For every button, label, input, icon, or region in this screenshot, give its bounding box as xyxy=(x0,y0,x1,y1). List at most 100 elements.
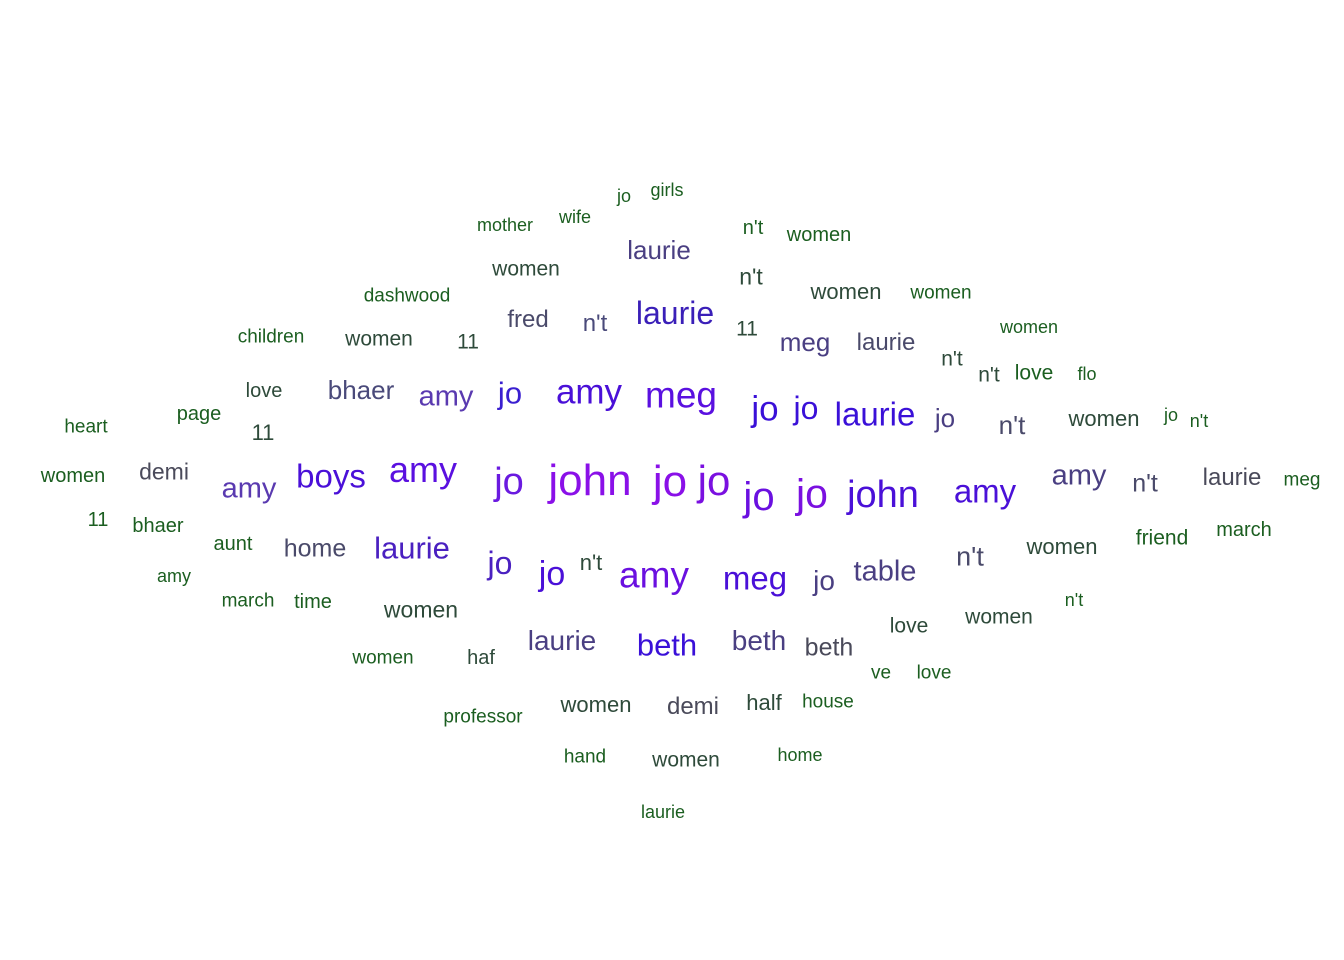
cloud-word: john xyxy=(548,456,632,505)
cloud-word: friend xyxy=(1135,526,1189,550)
cloud-word: jo xyxy=(538,555,566,593)
cloud-word: march xyxy=(221,590,275,612)
cloud-word: n't xyxy=(998,410,1026,440)
cloud-word: laurie xyxy=(527,625,597,656)
cloud-word: jo xyxy=(793,390,819,426)
cloud-word: mother xyxy=(476,215,534,235)
cloud-word: beth xyxy=(731,625,787,656)
cloud-word: children xyxy=(237,326,305,348)
cloud-word: women xyxy=(652,748,720,772)
cloud-word: amy xyxy=(418,380,474,413)
cloud-word: n't xyxy=(739,263,763,290)
cloud-word: time xyxy=(294,591,332,613)
cloud-word: jo xyxy=(652,457,688,506)
cloud-word: meg xyxy=(645,374,717,416)
cloud-word: n't xyxy=(1189,411,1209,431)
cloud-word: jo xyxy=(494,461,524,503)
cloud-word: john xyxy=(847,474,919,516)
cloud-word: dashwood xyxy=(363,285,451,307)
cloud-word: aunt xyxy=(213,533,253,555)
cloud-word: laurie xyxy=(834,395,916,433)
cloud-word: women xyxy=(352,647,414,669)
cloud-word: n't xyxy=(978,363,1000,387)
cloud-word: n't xyxy=(956,541,984,572)
cloud-word: n't xyxy=(742,217,764,239)
cloud-word: meg xyxy=(1283,469,1321,491)
cloud-word: women xyxy=(1026,534,1098,559)
cloud-word: 11 xyxy=(736,317,758,341)
cloud-word: jo xyxy=(497,375,523,411)
cloud-word: demi xyxy=(666,693,720,720)
cloud-word: meg xyxy=(722,559,788,597)
cloud-word: women xyxy=(1068,406,1140,431)
cloud-word: amy xyxy=(619,554,689,596)
cloud-word: flo xyxy=(1077,364,1097,384)
cloud-word: march xyxy=(1216,519,1272,541)
cloud-word: laurie xyxy=(1202,464,1262,491)
cloud-word: women xyxy=(965,605,1033,629)
cloud-word: jo xyxy=(616,186,632,206)
cloud-word: hand xyxy=(563,746,607,768)
cloud-word: laurie xyxy=(856,329,916,356)
cloud-word: laurie xyxy=(640,802,686,822)
cloud-word: love xyxy=(1014,361,1054,385)
cloud-word: amy xyxy=(221,472,277,505)
cloud-word: women xyxy=(345,327,413,351)
cloud-word: women xyxy=(810,279,882,304)
cloud-word: home xyxy=(283,534,347,563)
cloud-word: n't xyxy=(1132,469,1158,498)
cloud-word: haf xyxy=(467,647,495,669)
cloud-word: half xyxy=(746,690,782,715)
cloud-word: amy xyxy=(555,372,623,412)
cloud-word: 11 xyxy=(87,509,109,531)
cloud-word: wife xyxy=(558,207,592,227)
cloud-word: meg xyxy=(779,327,831,357)
cloud-word: jo xyxy=(743,475,775,519)
cloud-word: n't xyxy=(1064,590,1084,610)
cloud-word: laurie xyxy=(635,295,715,331)
cloud-word: amy xyxy=(388,449,458,490)
cloud-word: jo xyxy=(1163,405,1179,425)
cloud-word: women xyxy=(40,465,106,487)
cloud-word: women xyxy=(383,596,459,623)
cloud-word: jo xyxy=(751,389,779,429)
cloud-word: women xyxy=(560,692,632,717)
cloud-word: 11 xyxy=(457,330,479,354)
cloud-word: table xyxy=(853,555,917,588)
cloud-word: amy xyxy=(156,566,192,586)
cloud-word: demi xyxy=(139,458,189,485)
cloud-word: beth xyxy=(804,633,854,662)
cloud-word: love xyxy=(889,614,929,638)
cloud-word: n't xyxy=(579,550,603,575)
cloud-word: professor xyxy=(443,706,523,728)
cloud-word: beth xyxy=(636,627,698,663)
cloud-word: women xyxy=(910,282,972,304)
cloud-word: jo xyxy=(796,470,828,517)
cloud-word: amy xyxy=(1051,459,1107,492)
cloud-word: home xyxy=(777,745,823,765)
cloud-word: women xyxy=(786,224,852,246)
cloud-word: jo xyxy=(813,565,835,596)
cloud-word: page xyxy=(176,403,222,425)
cloud-word: house xyxy=(802,691,854,713)
cloud-word: n't xyxy=(941,347,963,371)
cloud-word: love xyxy=(916,662,952,684)
cloud-word: bhaer xyxy=(327,375,395,405)
cloud-word: boys xyxy=(296,457,366,495)
cloud-word: amy xyxy=(953,472,1017,510)
cloud-word: bhaer xyxy=(132,515,184,537)
cloud-word: women xyxy=(492,257,560,281)
cloud-word: girls xyxy=(650,180,684,200)
cloud-word: love xyxy=(245,380,283,402)
cloud-word: laurie xyxy=(627,235,691,265)
cloud-word: fred xyxy=(507,306,549,333)
cloud-word: jo xyxy=(934,403,956,433)
cloud-word: jo xyxy=(697,457,731,504)
cloud-word: ve xyxy=(870,662,892,684)
cloud-word: jo xyxy=(487,545,513,581)
cloud-word: 11 xyxy=(251,420,275,445)
cloud-word: heart xyxy=(64,416,108,438)
cloud-word: women xyxy=(999,317,1059,337)
cloud-word: laurie xyxy=(374,530,450,566)
